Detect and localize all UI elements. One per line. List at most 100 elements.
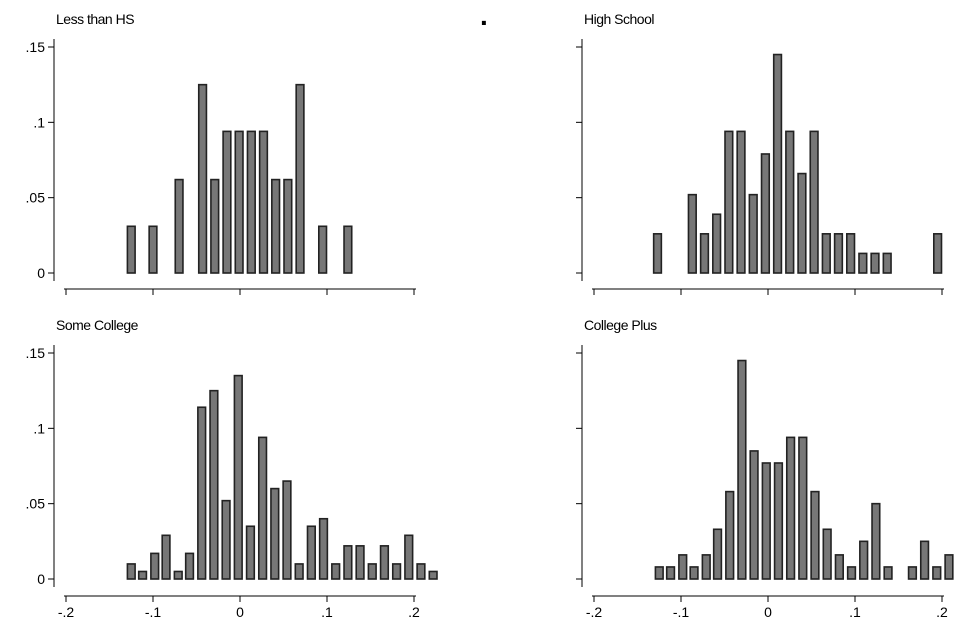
histogram-bar	[246, 130, 256, 274]
histogram-bar	[126, 225, 136, 274]
histogram-bar	[785, 130, 795, 274]
x-tick-label: .2	[408, 604, 420, 620]
histogram-bar	[736, 130, 746, 274]
histogram-bar	[845, 233, 856, 274]
histogram-bar	[245, 525, 256, 580]
chart-title: College Plus	[584, 317, 657, 333]
histogram-bar	[699, 233, 710, 274]
histogram-bar	[174, 178, 184, 274]
histogram-bar	[773, 462, 784, 580]
histogram-bar	[724, 130, 734, 274]
histogram-bar	[428, 570, 438, 580]
histogram-bar	[197, 83, 208, 274]
chart-title: Less than HS	[56, 11, 134, 27]
histogram-bar	[810, 490, 820, 580]
histogram-bar	[294, 563, 304, 580]
y-tick-label: 0	[37, 265, 45, 281]
histogram-bar	[222, 130, 232, 274]
histogram-bar	[748, 193, 758, 274]
histogram-bar	[919, 540, 930, 580]
histogram-bar	[150, 552, 160, 580]
histogram-bar	[343, 225, 353, 274]
histogram-bar	[343, 545, 353, 580]
chart-title: High School	[584, 11, 654, 27]
x-tick-label: -.1	[145, 604, 162, 620]
x-tick-label: 0	[236, 604, 244, 620]
histogram-bar	[834, 554, 844, 580]
histogram-bar	[391, 563, 402, 580]
histogram-bar	[331, 563, 341, 580]
histogram-bar	[652, 233, 663, 274]
y-tick-label: .15	[26, 345, 46, 361]
histogram-bar	[271, 178, 281, 274]
histogram-bar	[355, 545, 365, 580]
histogram-bar	[654, 566, 664, 580]
histogram-bar	[234, 130, 244, 274]
histogram-bar	[665, 566, 676, 580]
histogram-bar	[209, 389, 219, 580]
histogram-bar	[221, 499, 231, 580]
histogram-bar	[197, 406, 207, 580]
histogram-bar	[749, 450, 759, 580]
histogram-bar	[882, 252, 892, 274]
chart-panel-4: College Plus -.2 -.1 0 .1 .2	[576, 317, 954, 620]
histogram-bar	[737, 359, 747, 580]
chart-panel-1: Less than HS 0 .05 .1 .15	[26, 11, 416, 295]
histogram-bar	[173, 570, 183, 580]
histogram-bar	[306, 525, 316, 580]
x-tick-label: -.2	[586, 604, 603, 620]
histogram-bar	[712, 528, 723, 580]
x-tick-label: 0	[764, 604, 772, 620]
chart-panel-2: High School	[576, 11, 944, 295]
histogram-bar	[416, 563, 426, 580]
histogram-bar	[883, 566, 893, 580]
x-tick-label: -.2	[58, 604, 75, 620]
histogram-bar	[797, 172, 807, 274]
x-tick-label: .1	[849, 604, 861, 620]
histogram-bar	[270, 487, 280, 580]
histogram-bar	[858, 252, 868, 274]
histogram-bar	[761, 462, 771, 580]
histogram-bar	[785, 436, 796, 580]
histogram-bar	[404, 534, 414, 580]
histogram-bar	[712, 213, 722, 274]
histogram-bar	[318, 517, 329, 580]
histogram-bar	[283, 178, 293, 274]
histogram-bar	[282, 480, 292, 580]
histogram-bar	[257, 436, 268, 580]
histogram-bar	[772, 53, 783, 274]
histogram-bar	[870, 252, 880, 274]
histogram-bar	[295, 83, 305, 274]
histogram-bar	[846, 566, 857, 580]
histogram-bar	[725, 490, 735, 580]
histogram-bar	[161, 534, 171, 580]
histogram-bar	[809, 130, 819, 274]
y-tick-label: .1	[33, 114, 45, 130]
histogram-bar	[687, 193, 697, 274]
y-tick-label: 0	[37, 571, 45, 587]
histogram-bar	[233, 374, 243, 580]
y-tick-label: .15	[26, 39, 46, 55]
histogram-bar	[907, 566, 918, 580]
chart-panel-3: Some College 0 .05 .1 .15 -.2 -.1 0 .1 .2	[26, 317, 438, 620]
y-tick-label: .05	[26, 496, 46, 512]
histogram-bar	[821, 233, 831, 274]
histogram-bar	[210, 178, 220, 274]
y-tick-label: .1	[33, 420, 45, 436]
figure-center-mark: .	[480, 0, 488, 31]
chart-title: Some College	[56, 317, 139, 333]
histogram-bar	[317, 225, 328, 274]
x-tick-label: -.1	[673, 604, 690, 620]
histogram-bar	[137, 570, 148, 580]
histogram-bar	[258, 130, 269, 274]
histogram-bar	[379, 545, 390, 580]
histogram-bar	[126, 563, 136, 580]
histogram-bar	[689, 566, 699, 580]
histogram-bar	[932, 233, 943, 274]
histogram-bar	[822, 528, 832, 580]
histogram-bar	[859, 540, 869, 580]
histogram-bar	[932, 566, 942, 580]
histogram-bar	[148, 225, 158, 274]
histogram-bar	[678, 554, 688, 580]
